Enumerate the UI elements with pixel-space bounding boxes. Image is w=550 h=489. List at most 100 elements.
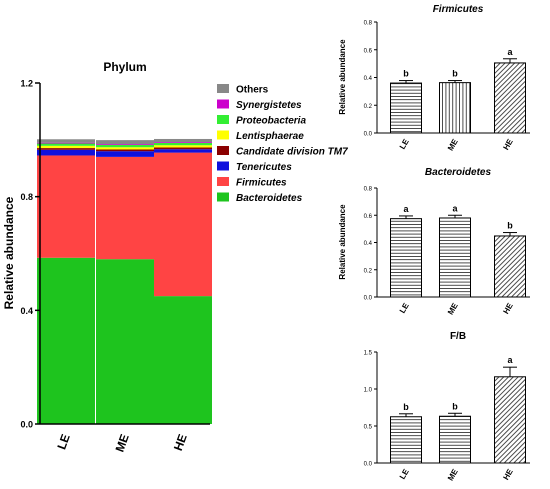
significance-letter: b [452,69,458,79]
y-tick-label: 0.0 [364,462,373,468]
bar-segment-bacteroidetes-he [154,296,212,424]
y-tick-label: 0.4 [20,306,33,316]
significance-letter: b [452,401,458,411]
bar-segment-firmicutes-le [37,155,95,258]
firmicutes-panel: Firmicutes Relative abundance b b a 0.0 0.2… [338,4,530,152]
legend-label: Lentisphaerae [236,131,304,142]
y-tick-label: 1.0 [364,388,373,394]
legend-swatch [217,192,229,202]
bar-segment-synergistetes-he [154,142,212,143]
x-tick-label: LE [398,301,411,315]
bar-segment-proteobacteria-le [37,143,95,146]
legend-label: Candidate division TM7 [236,147,348,158]
bar-me [439,415,471,464]
y-tick-label: 0.5 [364,425,373,431]
legend-swatch [217,177,229,186]
y-tick-label: 0.0 [364,132,373,138]
y-tick-label: 0.8 [20,192,33,202]
bar-segment-others-le [37,139,95,143]
x-tick-label: HE [501,301,515,316]
bacteroidetes-panel: Bacteroidetes Relative abundance a a b 0.0… [338,167,530,316]
panel-title: Firmicutes [433,4,484,15]
bar-segment-synergistetes-me [96,144,154,145]
bar-he [494,235,526,298]
bar-le [390,218,422,298]
x-tick-label: LE [54,432,72,451]
panel-title: Bacteroidetes [425,167,492,178]
legend-swatch [217,161,229,171]
bar-me [439,217,471,298]
x-tick-label: HE [501,467,515,482]
panel-y-axis-label: Relative abundance [338,39,347,115]
legend-swatch [217,84,229,93]
x-tick-label: LE [398,467,411,481]
bar-segment-tenericutes-me [96,151,154,157]
bar-segment-candidate-division-tm7-le [37,148,95,150]
significance-letter: a [507,47,513,57]
bar-segment-proteobacteria-he [154,142,212,146]
y-tick-label: 0.8 [364,187,373,193]
panel-title: F/B [450,331,466,342]
bar-segment-tenericutes-he [154,149,212,153]
legend-label: Synergistetes [236,100,302,111]
bar-segment-lentisphaerae-me [96,147,154,150]
x-tick-label: ME [446,137,460,152]
x-tick-label: HE [171,432,190,452]
legend-label: Others [236,85,269,96]
x-tick-label: ME [446,467,460,482]
significance-letter: a [507,355,513,365]
legend: Others Synergistetes Proteobacteria Lentisp… [217,84,348,204]
fb-ratio-panel: F/B b b a 0.0 0.5 1.0 1.5 LE ME HE [364,331,530,482]
y-tick-label: 0.6 [364,48,373,54]
y-axis-label: Relative abundance [2,196,16,309]
legend-swatch [217,146,229,155]
legend-label: Firmicutes [236,178,287,189]
y-tick-label: 1.5 [364,351,373,357]
bar-he [494,62,526,134]
significance-letter: b [507,221,513,231]
bar-segment-lentisphaerae-he [154,145,212,148]
bar-segment-others-he [154,138,212,143]
legend-swatch [217,130,229,140]
y-tick-label: 0.2 [364,104,373,110]
x-tick-label: HE [501,137,515,152]
legend-label: Tenericutes [236,162,292,173]
bar-segment-synergistetes-le [37,142,95,144]
x-tick-label: LE [398,137,411,151]
panel-y-axis-label: Relative abundance [338,204,347,280]
y-tick-label: 1.2 [20,79,33,89]
bar-le [390,82,422,134]
y-tick-label: 0.4 [364,76,373,82]
significance-letter: a [452,203,458,213]
legend-swatch [217,115,229,124]
y-tick-label: 0.2 [364,268,373,274]
significance-letter: b [403,69,409,79]
x-tick-label: ME [446,301,460,316]
y-tick-label: 0.0 [364,296,373,302]
bar-he [494,376,526,464]
legend-label: Bacteroidetes [236,193,303,204]
y-tick-label: 0.4 [364,241,373,247]
chart-title: Phylum [103,60,146,74]
legend-label: Proteobacteria [236,116,306,127]
bar-segment-others-me [96,140,154,145]
y-tick-label: 0.0 [20,420,33,430]
y-tick-label: 0.6 [364,214,373,220]
bar-segment-candidate-division-tm7-he [154,147,212,150]
bar-segment-proteobacteria-me [96,144,154,148]
bar-segment-bacteroidetes-me [96,259,154,424]
significance-letter: b [403,402,409,412]
bar-le [390,416,422,464]
bar-segment-tenericutes-le [37,149,95,156]
bar-segment-firmicutes-me [96,156,154,260]
bar-segment-firmicutes-he [154,152,212,297]
phylum-stacked-chart: Phylum Relative abundance 0.0 0.4 0.8 1.2 L… [2,60,348,454]
bar-me [439,82,471,134]
bar-segment-lentisphaerae-le [37,145,95,149]
significance-letter: a [403,204,409,214]
x-tick-label: ME [113,432,132,454]
bar-segment-candidate-division-tm7-me [96,149,154,152]
bar-segment-bacteroidetes-le [37,257,95,424]
legend-swatch [217,99,229,109]
